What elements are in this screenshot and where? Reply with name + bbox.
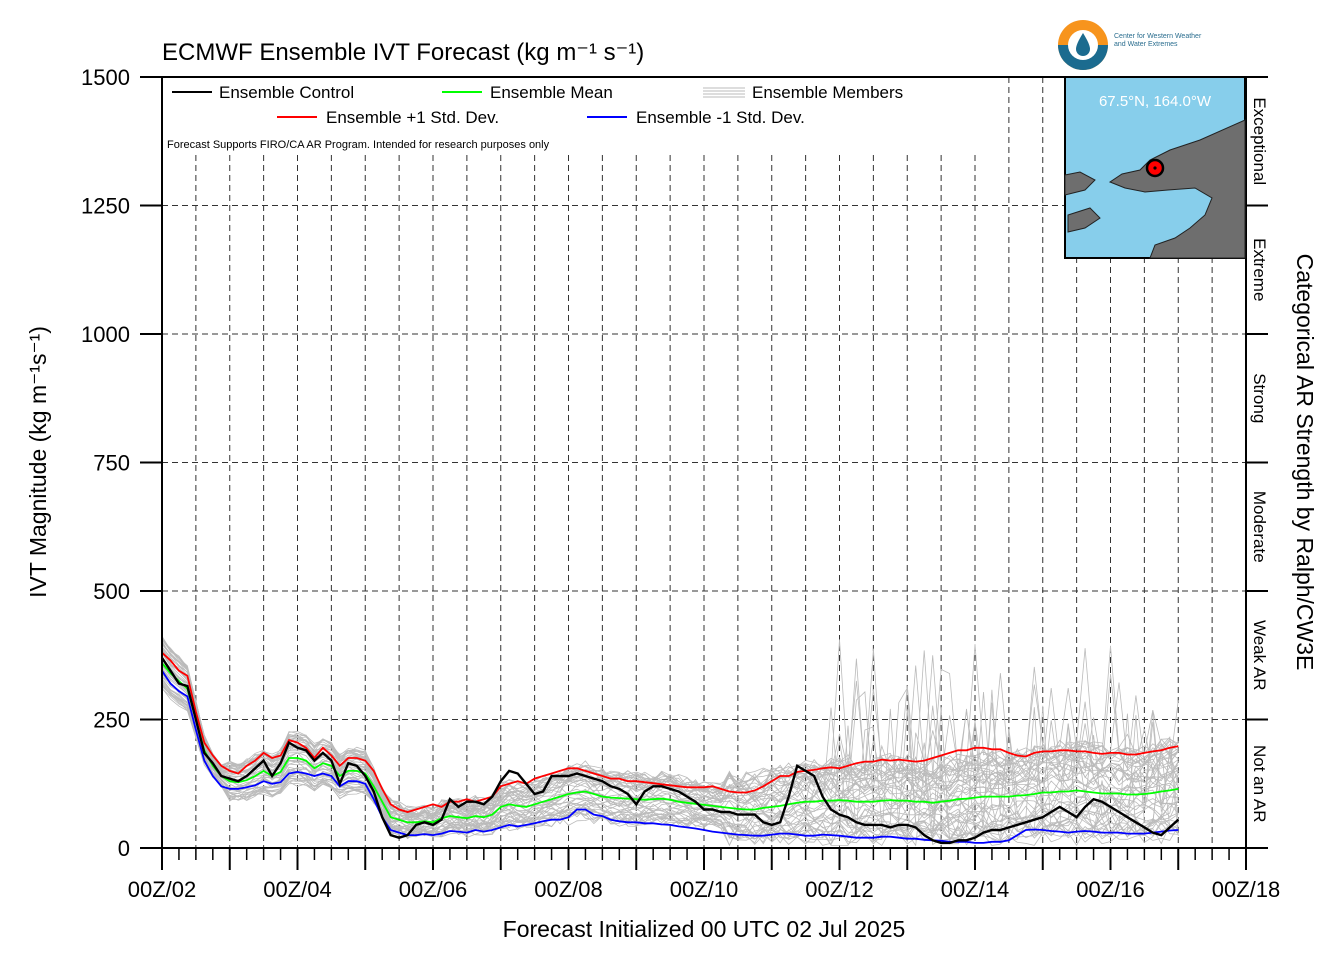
category-label: Moderate bbox=[1250, 491, 1269, 563]
category-label: Not an AR bbox=[1250, 745, 1269, 823]
x-tick-label: 00Z/18 bbox=[1212, 877, 1281, 902]
land-mass-west bbox=[1064, 171, 1096, 196]
land-mass-sw bbox=[1067, 207, 1101, 233]
disclaimer-note: Forecast Supports FIRO/CA AR Program. In… bbox=[167, 139, 550, 151]
ensemble-member-line bbox=[161, 682, 1179, 838]
ensemble-series bbox=[160, 652, 1180, 845]
ensemble-member-line bbox=[161, 676, 1179, 832]
ensemble-1-std-dev-line bbox=[161, 670, 1179, 844]
ensemble-1-std-dev-line bbox=[161, 652, 1179, 813]
category-label: Strong bbox=[1250, 373, 1269, 423]
ensemble-member-line bbox=[161, 648, 1179, 818]
y-tick-label: 750 bbox=[93, 451, 130, 476]
logo-text-line-1: Center for Western Weather bbox=[1114, 33, 1202, 40]
x-axis-label: Forecast Initialized 00 UTC 02 Jul 2025 bbox=[503, 916, 906, 942]
x-tick-label: 00Z/14 bbox=[941, 877, 1010, 902]
legend-control-label: Ensemble Control bbox=[219, 83, 354, 102]
ensemble-member-line bbox=[161, 683, 1179, 841]
legend-members-swatch bbox=[703, 87, 745, 98]
logo-text: Center for Western Weather and Water Ext… bbox=[1114, 33, 1201, 49]
x-tick-label: 00Z/16 bbox=[1076, 877, 1145, 902]
legend: Ensemble Control Ensemble Mean Ensemble … bbox=[167, 83, 903, 151]
category-label: Weak AR bbox=[1250, 620, 1269, 691]
legend-mean-label: Ensemble Mean bbox=[490, 83, 613, 102]
ensemble-member-line bbox=[161, 640, 1179, 819]
y-tick-label: 0 bbox=[118, 836, 130, 861]
chart-title: ECMWF Ensemble IVT Forecast (kg m⁻¹ s⁻¹) bbox=[162, 39, 644, 66]
y-tick-label: 1500 bbox=[81, 65, 130, 90]
ensemble-member-line bbox=[161, 644, 1179, 815]
cw3e-logo bbox=[1058, 20, 1108, 70]
y-tick-label: 1000 bbox=[81, 322, 130, 347]
category-label: Exceptional bbox=[1250, 97, 1269, 185]
y-tick-label: 500 bbox=[93, 579, 130, 604]
right-axis-label: Categorical AR Strength by Ralph/CW3E bbox=[1292, 254, 1318, 671]
axes: 0 250 500 750 1000 1250 1500 00Z/02 00Z/04 00Z/06… bbox=[81, 65, 1280, 902]
ensemble-member-line bbox=[161, 664, 1179, 830]
ensemble-member-line bbox=[161, 637, 1179, 818]
location-label: 67.5°N, 164.0°W bbox=[1099, 93, 1212, 110]
y-axis-label: IVT Magnitude (kg m⁻¹s⁻¹) bbox=[25, 326, 51, 598]
category-label: Extreme bbox=[1250, 238, 1269, 301]
legend-members-label: Ensemble Members bbox=[752, 83, 903, 102]
legend-minus-std-label: Ensemble -1 Std. Dev. bbox=[636, 108, 805, 127]
logo-text-line-2: and Water Extremes bbox=[1114, 41, 1178, 48]
ensemble-member-line bbox=[161, 672, 1179, 834]
ensemble-member-line bbox=[161, 639, 1179, 818]
ensemble-member-line bbox=[161, 657, 1179, 823]
grid-lines bbox=[162, 77, 1246, 848]
ensemble-control-line bbox=[160, 657, 1180, 845]
x-tick-label: 00Z/02 bbox=[128, 877, 197, 902]
water-drop-icon bbox=[1076, 33, 1090, 56]
x-tick-label: 00Z/08 bbox=[534, 877, 603, 902]
x-tick-label: 00Z/10 bbox=[670, 877, 739, 902]
legend-plus-std-label: Ensemble +1 Std. Dev. bbox=[326, 108, 499, 127]
x-tick-label: 00Z/12 bbox=[805, 877, 874, 902]
y-tick-label: 1250 bbox=[81, 194, 130, 219]
inset-map: 67.5°N, 164.0°W bbox=[1064, 76, 1246, 259]
x-tick-label: 00Z/06 bbox=[399, 877, 468, 902]
y-tick-label: 250 bbox=[93, 708, 130, 733]
ensemble-mean-line bbox=[161, 662, 1179, 824]
land-mass bbox=[1108, 119, 1246, 259]
x-tick-label: 00Z/04 bbox=[263, 877, 332, 902]
